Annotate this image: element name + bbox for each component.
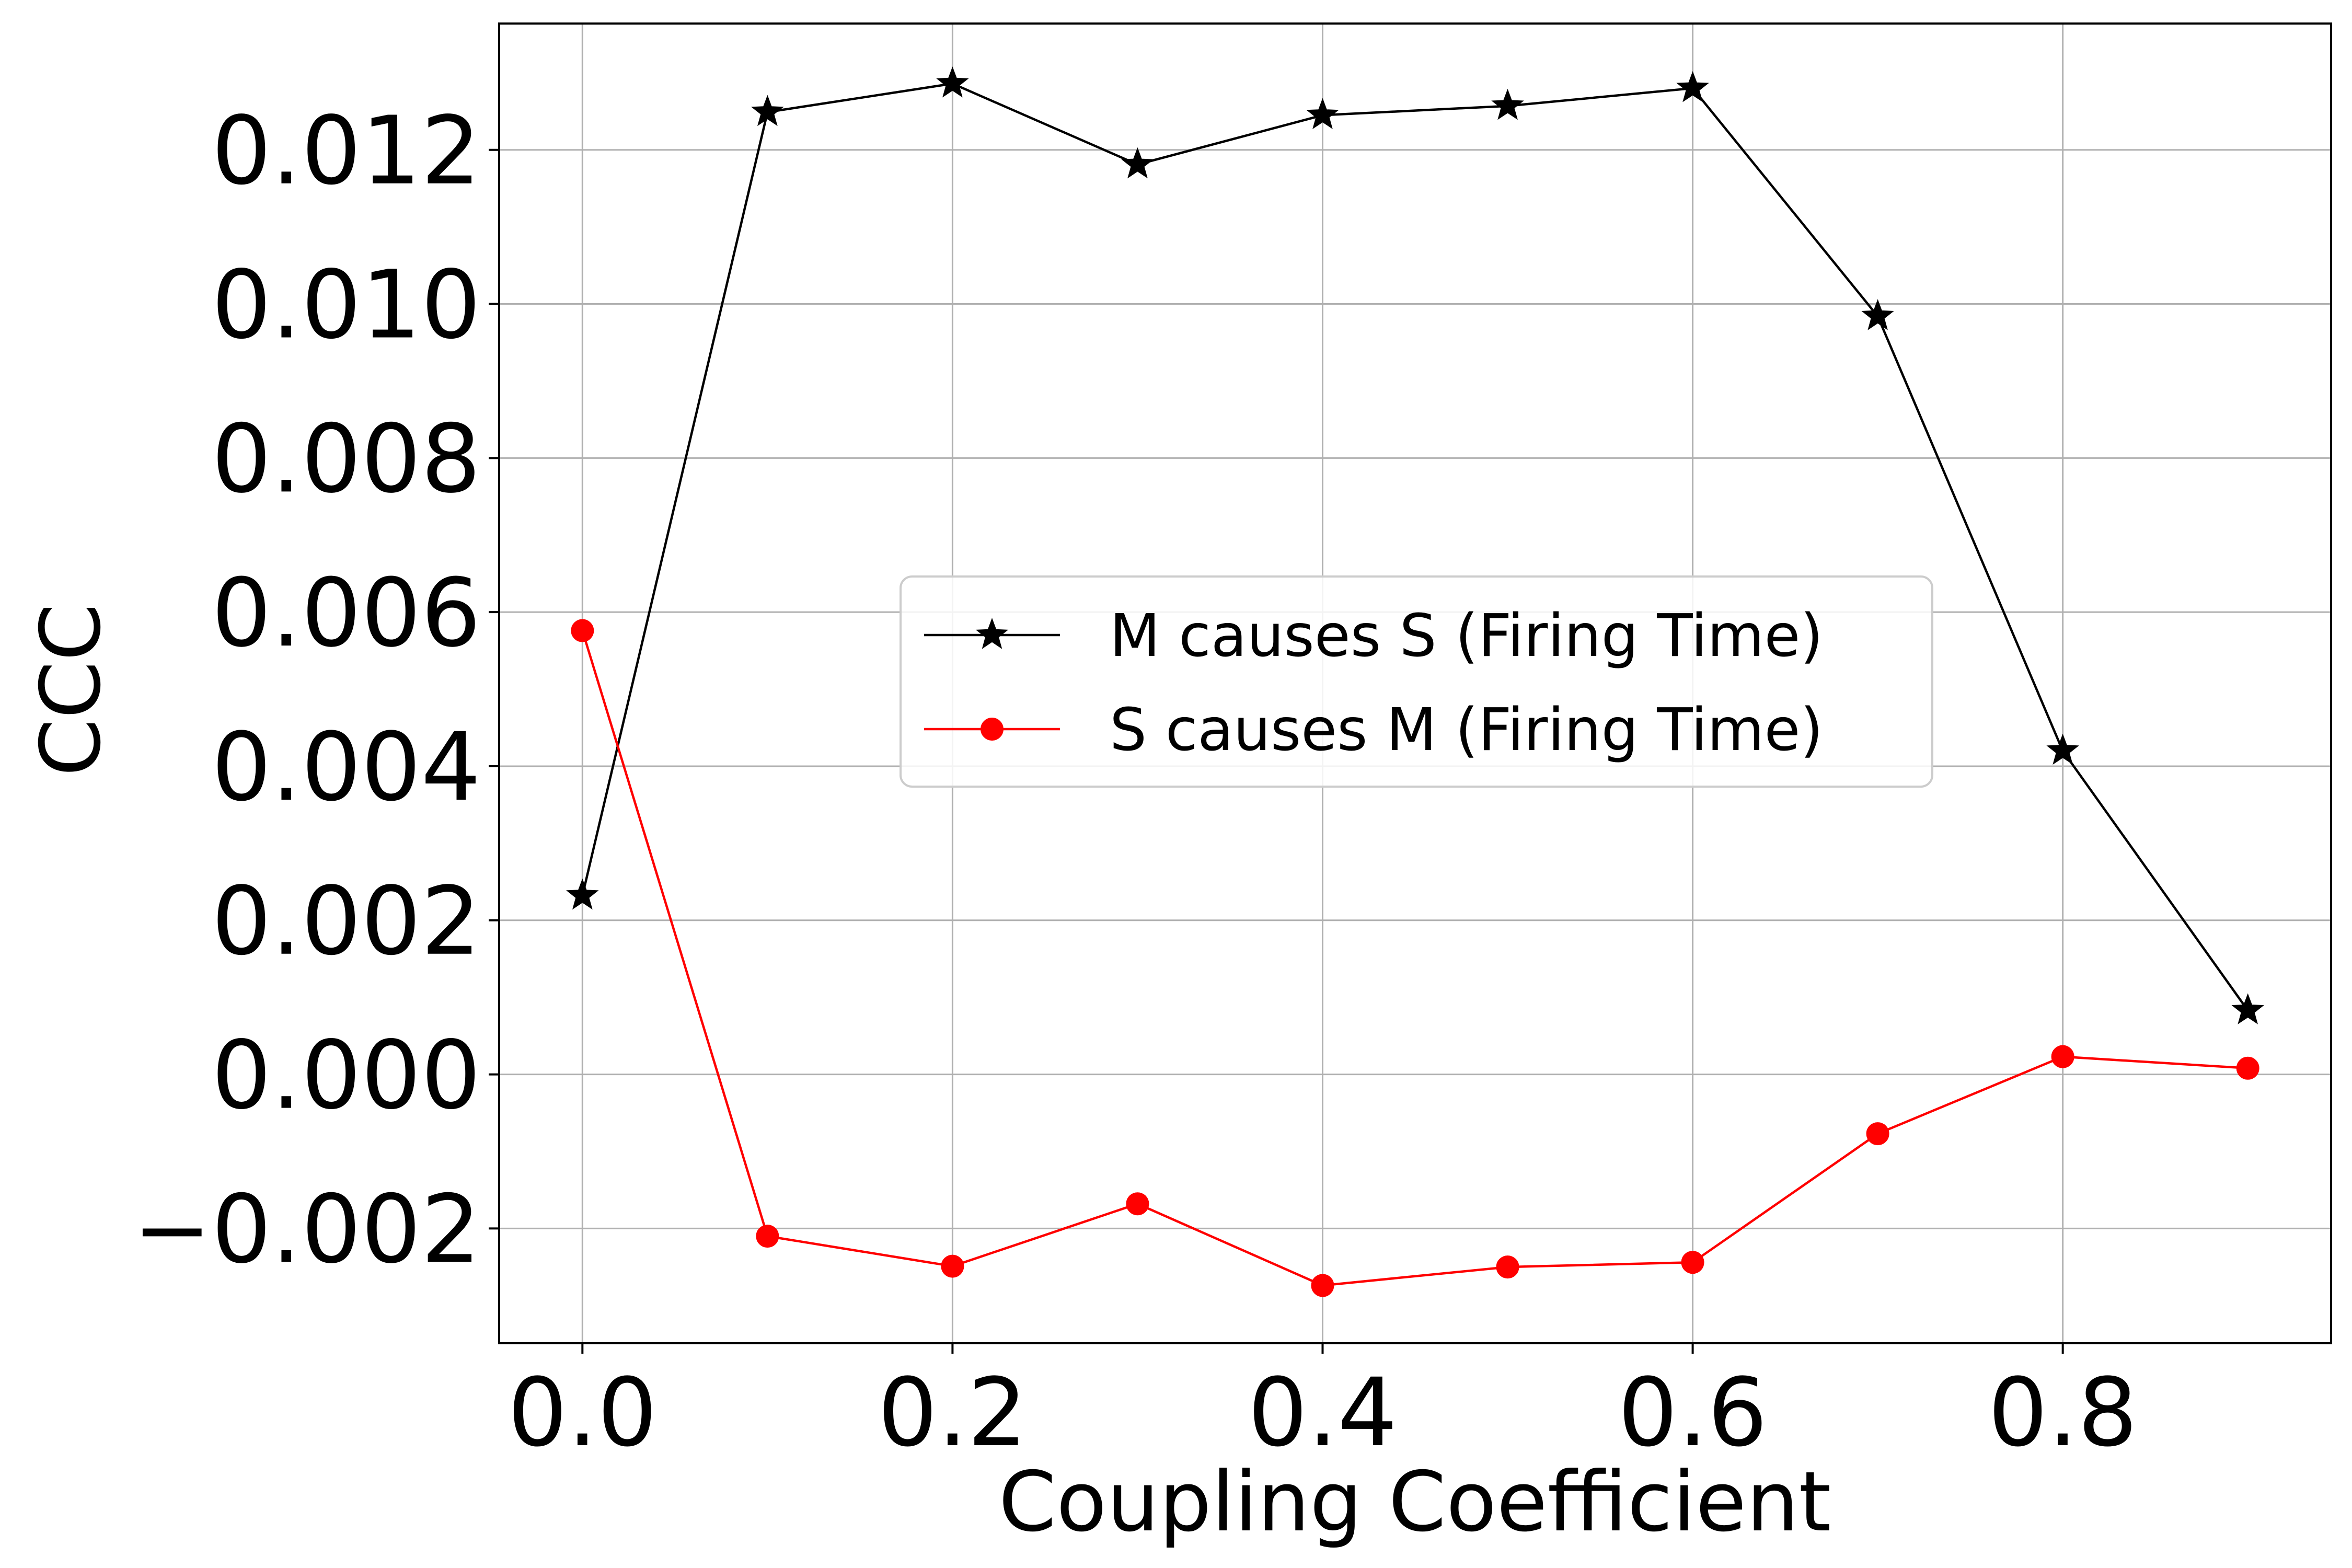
data-point bbox=[2231, 993, 2264, 1024]
y-tick-label: 0.006 bbox=[212, 559, 481, 668]
data-point bbox=[566, 878, 599, 910]
data-point bbox=[571, 619, 594, 642]
x-tick-label: 0.6 bbox=[1618, 1358, 1767, 1468]
y-axis: −0.002 0.000 0.002 0.004 0.006 0.008 0.010 0.01… bbox=[133, 97, 499, 1284]
data-point bbox=[1306, 98, 1339, 130]
data-point bbox=[941, 1254, 964, 1278]
y-tick-label: 0.008 bbox=[212, 405, 481, 514]
plot-area-frame bbox=[498, 22, 2332, 1344]
series-1 bbox=[566, 66, 2264, 1024]
data-point bbox=[1676, 71, 1709, 102]
data-point bbox=[1126, 1192, 1149, 1216]
x-tick-label: 0.8 bbox=[1988, 1358, 2138, 1468]
data-point bbox=[751, 95, 784, 126]
data-point bbox=[756, 1225, 779, 1248]
series-2 bbox=[571, 619, 2259, 1297]
data-point bbox=[1311, 1274, 1334, 1297]
legend-label: S causes M (Firing Time) bbox=[1110, 696, 1823, 764]
y-tick-label: 0.000 bbox=[212, 1021, 481, 1131]
data-point bbox=[1121, 147, 1154, 179]
data-point bbox=[2051, 1045, 2074, 1068]
data-point bbox=[1491, 88, 1524, 120]
x-tick-label: 0.0 bbox=[508, 1358, 657, 1468]
y-axis-label: CCC bbox=[23, 604, 119, 777]
legend-entry: S causes M (Firing Time) bbox=[924, 696, 1823, 764]
y-tick-label: 0.012 bbox=[212, 97, 481, 206]
x-tick-label: 0.4 bbox=[1248, 1358, 1397, 1468]
legend-marker bbox=[981, 718, 1004, 741]
legend-marker bbox=[975, 618, 1009, 649]
x-tick-label: 0.2 bbox=[878, 1358, 1027, 1468]
data-point bbox=[1866, 1122, 1889, 1146]
data-point bbox=[1496, 1255, 1519, 1279]
legend-label: M causes S (Firing Time) bbox=[1110, 602, 1823, 670]
plot-series bbox=[566, 66, 2264, 1297]
series-line bbox=[581, 630, 2248, 1287]
y-tick-label: 0.010 bbox=[212, 251, 481, 360]
y-tick-label: 0.004 bbox=[212, 713, 481, 822]
legend: M causes S (Firing Time) S causes M (Firi… bbox=[900, 575, 1933, 788]
data-point bbox=[1681, 1251, 1704, 1274]
x-axis-label: Coupling Coefficient bbox=[999, 1454, 1831, 1550]
data-point bbox=[2046, 733, 2079, 765]
y-tick-label: 0.002 bbox=[212, 867, 481, 976]
legend-entry: M causes S (Firing Time) bbox=[924, 602, 1823, 670]
x-axis: 0.0 0.2 0.4 0.6 0.8 bbox=[508, 1343, 2138, 1468]
data-point bbox=[1861, 299, 1894, 330]
y-tick-label: −0.002 bbox=[133, 1175, 481, 1284]
data-point bbox=[2236, 1056, 2259, 1080]
data-point bbox=[936, 66, 969, 98]
series-line bbox=[581, 82, 2249, 1011]
legend-box bbox=[900, 575, 1933, 788]
